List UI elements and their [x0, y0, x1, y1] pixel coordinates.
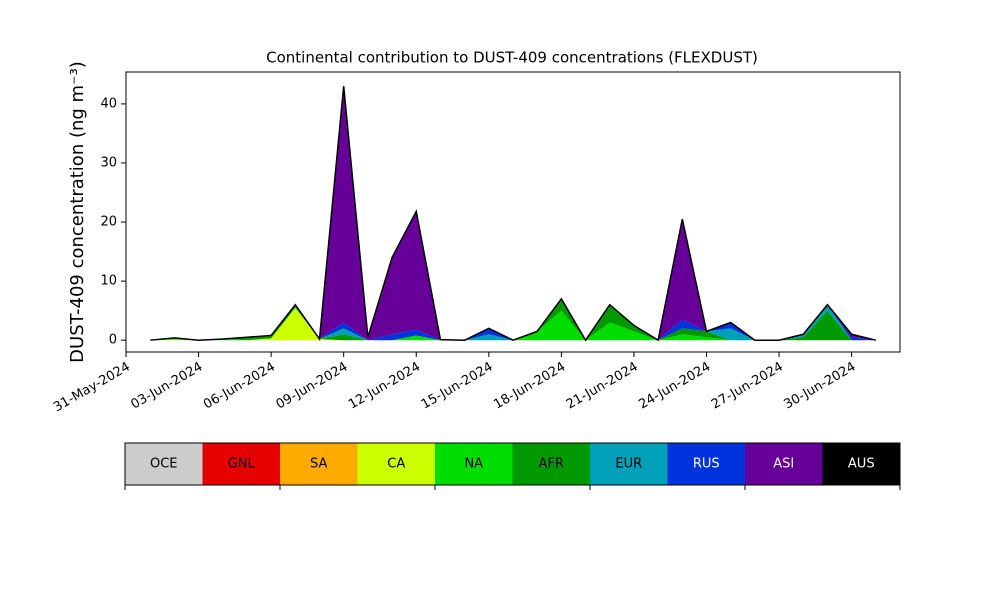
legend-swatch — [822, 443, 900, 485]
legend-label: RUS — [693, 457, 720, 472]
legend-label: AFR — [539, 457, 564, 472]
x-tick-label: 31-May-2024 — [51, 360, 133, 416]
y-tick-label: 10 — [100, 274, 117, 289]
x-tick-label: 18-Jun-2024 — [491, 360, 568, 413]
area — [150, 307, 876, 341]
legend-label: OCE — [150, 457, 178, 472]
legend-swatch — [590, 443, 668, 485]
legend-swatch — [202, 443, 280, 485]
legend-swatch — [512, 443, 590, 485]
legend: OCE GNL SA CA NA AFR EUR RUS ASI AUS — [124, 442, 901, 490]
y-tick-label: 40 — [100, 96, 117, 111]
x-tick-label: 03-Jun-2024 — [128, 360, 205, 413]
plot-area — [150, 86, 876, 342]
legend-label: SA — [310, 457, 327, 472]
y-tick-label: 20 — [100, 215, 117, 230]
plot-frame — [125, 71, 901, 353]
y-axis-label: DUST-409 concentration (ng m⁻³) — [67, 61, 88, 363]
area — [150, 298, 876, 341]
legend-swatch — [125, 443, 203, 485]
x-tick-label: 15-Jun-2024 — [419, 360, 496, 413]
legend-label: NA — [464, 457, 483, 472]
area — [150, 307, 876, 341]
x-tick-label: 06-Jun-2024 — [201, 360, 278, 413]
area — [150, 298, 876, 341]
legend-label: AUS — [848, 457, 875, 472]
legend-swatch — [667, 443, 745, 485]
legend-swatch — [280, 443, 358, 485]
area — [150, 298, 876, 341]
y-tick-label: 30 — [100, 155, 117, 170]
legend-swatch — [357, 443, 435, 485]
chart-title: Continental contribution to DUST-409 con… — [266, 49, 758, 67]
legend-label: CA — [387, 457, 405, 472]
x-tick-label: 24-Jun-2024 — [636, 360, 713, 413]
x-tick-label: 27-Jun-2024 — [709, 360, 786, 413]
legend-swatch — [745, 443, 823, 485]
x-tick-label: 09-Jun-2024 — [274, 360, 351, 413]
area — [150, 86, 876, 341]
x-tick-label: 21-Jun-2024 — [564, 360, 641, 413]
legend-swatch — [435, 443, 513, 485]
y-tick-label: 0 — [109, 333, 117, 348]
total-outline — [150, 86, 876, 342]
area — [150, 86, 876, 341]
legend-frame — [124, 442, 901, 486]
x-tick-label: 12-Jun-2024 — [346, 360, 423, 413]
legend-label: ASI — [773, 457, 794, 472]
x-tick-label: 30-Jun-2024 — [782, 360, 859, 413]
legend-label: EUR — [615, 457, 642, 472]
legend-label: GNL — [228, 457, 256, 472]
